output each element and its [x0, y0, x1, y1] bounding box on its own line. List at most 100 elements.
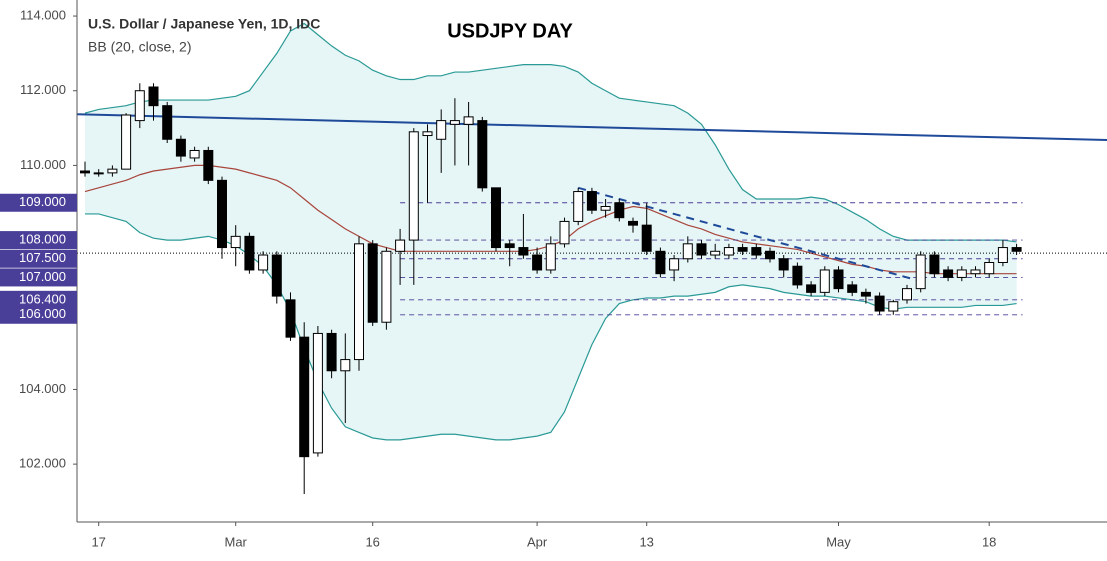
- indicator: BB (20, close, 2): [88, 39, 192, 55]
- candle-body: [449, 120, 460, 125]
- candle-body: [312, 332, 323, 454]
- y-tick-label: 114.000: [20, 7, 66, 22]
- candle-body: [463, 116, 474, 125]
- candle-body: [586, 191, 597, 211]
- candle-body: [1011, 247, 1022, 252]
- candle-body: [573, 191, 584, 222]
- candle-body: [545, 243, 556, 271]
- candle-body: [874, 295, 885, 312]
- candle-body: [408, 131, 419, 241]
- level-box: [0, 305, 77, 324]
- candle-body: [943, 269, 954, 278]
- x-tick-label: 13: [639, 534, 653, 549]
- candle-body: [436, 120, 447, 140]
- level-label: 109.000: [19, 194, 66, 209]
- level-label: 106.000: [19, 306, 66, 321]
- candle-body: [614, 202, 625, 219]
- candle-body: [997, 247, 1008, 263]
- trendline: [76, 113, 1107, 142]
- candle-body: [80, 170, 90, 174]
- candle-body: [902, 288, 912, 301]
- candle-body: [792, 265, 803, 286]
- candle-body: [271, 254, 282, 297]
- candle-body: [422, 131, 433, 137]
- candle-body: [203, 149, 214, 181]
- candle-body: [258, 254, 269, 271]
- subtitle: U.S. Dollar / Japanese Yen, 1D, IDC: [88, 16, 320, 32]
- candle-body: [230, 235, 241, 249]
- candle-body: [354, 243, 364, 361]
- candle-body: [299, 336, 310, 458]
- level-box: [0, 268, 77, 287]
- candle-body: [682, 243, 693, 260]
- x-tick-label: Mar: [225, 534, 248, 549]
- x-tick-label: 18: [982, 534, 996, 549]
- x-tick-label: 16: [365, 534, 379, 549]
- candle-body: [929, 254, 940, 275]
- level-box: [0, 231, 77, 250]
- candle-body: [956, 269, 967, 278]
- candle-body: [244, 235, 255, 271]
- candle-body: [669, 258, 680, 271]
- level-box: [0, 290, 77, 309]
- candle-body: [641, 224, 652, 252]
- candle-body: [148, 86, 159, 107]
- x-tick-label: May: [826, 534, 851, 549]
- candle-body: [655, 250, 666, 275]
- candle-body: [600, 205, 611, 211]
- candle-body: [477, 120, 488, 189]
- y-tick-label: 112.000: [20, 82, 66, 97]
- chart-title: USDJPY DAY: [447, 20, 573, 42]
- candle-body: [367, 243, 378, 323]
- candle-body: [833, 269, 844, 290]
- downtrend-line: [577, 186, 921, 283]
- candle-body: [710, 250, 721, 256]
- candle-body: [737, 247, 748, 252]
- level-label: 107.000: [19, 269, 66, 284]
- x-tick-label: 17: [91, 534, 105, 549]
- candle-body: [559, 220, 570, 245]
- y-tick-label: 104.000: [19, 381, 66, 396]
- candle-body: [696, 243, 707, 256]
- plot: [76, 22, 1107, 494]
- band-line: [85, 213, 1017, 441]
- candle-body: [162, 105, 173, 140]
- candle-body: [285, 299, 296, 338]
- candle-body: [395, 239, 406, 252]
- candle-body: [765, 250, 775, 260]
- y-tick-label: 110.000: [20, 157, 66, 172]
- candle-body: [915, 254, 926, 290]
- candle-body: [751, 247, 762, 256]
- candle-body: [723, 247, 734, 256]
- candle-body: [491, 187, 501, 249]
- band-line: [84, 22, 1017, 243]
- level-box: [0, 193, 77, 212]
- candle-body: [847, 284, 858, 293]
- level-box: [0, 249, 77, 268]
- candle-body: [107, 168, 118, 174]
- candle-body: [326, 332, 337, 372]
- candle-body: [189, 149, 200, 159]
- candle-body: [93, 172, 104, 175]
- candle-body: [628, 220, 638, 226]
- candle-body: [970, 269, 981, 275]
- candle-body: [340, 359, 351, 372]
- level-label: 106.400: [19, 291, 66, 306]
- candle-body: [532, 254, 543, 271]
- candle-body: [888, 301, 899, 312]
- candle-body: [806, 284, 817, 293]
- candle-body: [134, 90, 145, 122]
- x-tick-label: Apr: [527, 534, 548, 549]
- candle-body: [984, 261, 995, 275]
- candle-body: [518, 247, 529, 256]
- candle-body: [860, 291, 871, 297]
- candle-body: [121, 114, 132, 170]
- candle-body: [217, 179, 227, 249]
- level-label: 108.000: [19, 232, 66, 247]
- candle-body: [175, 138, 186, 157]
- candle-body: [778, 258, 789, 271]
- level-label: 107.500: [19, 250, 66, 265]
- candle-body: [504, 243, 515, 249]
